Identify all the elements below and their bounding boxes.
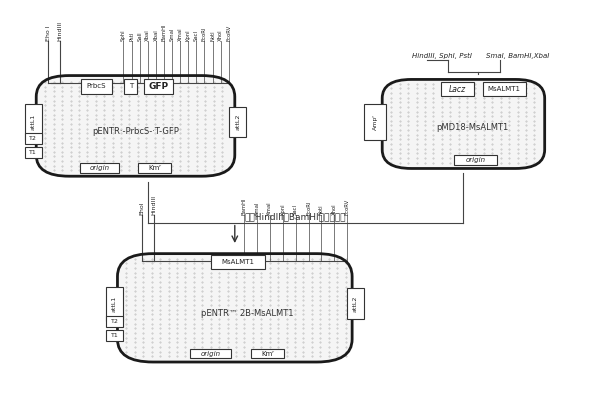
Text: Lacz: Lacz [449, 85, 466, 94]
Text: T: T [128, 83, 133, 89]
Text: pMD18-MsALMT1: pMD18-MsALMT1 [437, 123, 508, 132]
Text: HindIII: HindIII [58, 21, 63, 41]
Text: T2: T2 [29, 136, 37, 141]
FancyBboxPatch shape [190, 349, 231, 358]
Text: XbaI: XbaI [154, 29, 158, 41]
Text: XhoI: XhoI [332, 203, 337, 215]
Text: T1: T1 [111, 333, 119, 338]
Text: PstI: PstI [129, 31, 134, 41]
Text: XbaI: XbaI [146, 29, 150, 41]
Text: PrbcS: PrbcS [87, 83, 106, 89]
Text: origin: origin [90, 165, 109, 171]
FancyBboxPatch shape [363, 103, 386, 140]
Text: 使用HindIII和BamHI剪切后连接: 使用HindIII和BamHI剪切后连接 [244, 213, 346, 222]
Text: EcoRV: EcoRV [227, 24, 231, 41]
Text: pENTR™ 2B-MsALMT1: pENTR™ 2B-MsALMT1 [201, 309, 293, 318]
Text: attL2: attL2 [235, 114, 240, 130]
FancyBboxPatch shape [124, 79, 138, 94]
Text: Kmʳ: Kmʳ [148, 165, 161, 171]
FancyBboxPatch shape [117, 254, 352, 362]
Text: attL2: attL2 [352, 296, 357, 312]
Text: attL1: attL1 [112, 296, 117, 312]
FancyBboxPatch shape [106, 330, 123, 341]
Text: NotI: NotI [210, 30, 215, 41]
Text: SmaI, BamHI,XbaI: SmaI, BamHI,XbaI [486, 53, 550, 59]
FancyBboxPatch shape [25, 103, 42, 140]
Text: KpnI: KpnI [186, 29, 191, 41]
Text: SphI: SphI [121, 29, 126, 41]
FancyBboxPatch shape [483, 82, 526, 96]
FancyBboxPatch shape [441, 82, 474, 96]
FancyBboxPatch shape [80, 163, 119, 173]
Text: T2: T2 [111, 319, 119, 324]
Text: EcoRV: EcoRV [345, 199, 350, 215]
Text: origin: origin [201, 350, 221, 357]
FancyBboxPatch shape [382, 79, 545, 168]
Text: NotI: NotI [319, 204, 324, 215]
Text: GFP: GFP [149, 82, 168, 91]
FancyBboxPatch shape [230, 107, 246, 137]
FancyBboxPatch shape [36, 75, 235, 176]
FancyBboxPatch shape [251, 349, 284, 358]
Text: XhoI: XhoI [218, 29, 223, 41]
FancyBboxPatch shape [25, 147, 42, 158]
Text: Eho I: Eho I [46, 25, 51, 41]
Text: SacI: SacI [293, 204, 298, 215]
Text: pENTR·-PrbcS-·T-GFP: pENTR·-PrbcS-·T-GFP [92, 127, 179, 136]
FancyBboxPatch shape [138, 163, 171, 173]
FancyBboxPatch shape [454, 155, 497, 165]
FancyBboxPatch shape [81, 79, 112, 94]
Text: XmaI: XmaI [177, 27, 183, 41]
FancyBboxPatch shape [106, 286, 123, 322]
Text: SmaI: SmaI [254, 201, 259, 215]
Text: HindIII, SphI, PstI: HindIII, SphI, PstI [413, 53, 472, 59]
Text: KpnI: KpnI [280, 203, 285, 215]
FancyBboxPatch shape [144, 79, 173, 94]
Text: BamHI: BamHI [241, 198, 246, 215]
Text: Kmʳ: Kmʳ [262, 350, 274, 357]
FancyBboxPatch shape [106, 316, 123, 327]
Text: EhoI: EhoI [139, 201, 144, 215]
Text: EcoRI: EcoRI [202, 26, 207, 41]
Text: T1: T1 [29, 150, 37, 155]
Text: SmaI: SmaI [169, 27, 174, 41]
FancyBboxPatch shape [211, 256, 265, 269]
Text: MsALMT1: MsALMT1 [221, 259, 254, 265]
Text: HindIII: HindIII [151, 195, 156, 215]
Text: XmaI: XmaI [267, 201, 272, 215]
FancyBboxPatch shape [25, 133, 42, 144]
Text: Ampʳ: Ampʳ [373, 114, 378, 130]
Text: BamHI: BamHI [161, 23, 166, 41]
Text: SalI: SalI [137, 31, 142, 41]
Text: SacI: SacI [194, 30, 199, 41]
Text: origin: origin [465, 157, 486, 163]
FancyBboxPatch shape [347, 288, 363, 320]
Text: attL1: attL1 [31, 114, 36, 130]
Text: MsALMT1: MsALMT1 [488, 86, 521, 92]
Text: EcoRI: EcoRI [306, 201, 311, 215]
